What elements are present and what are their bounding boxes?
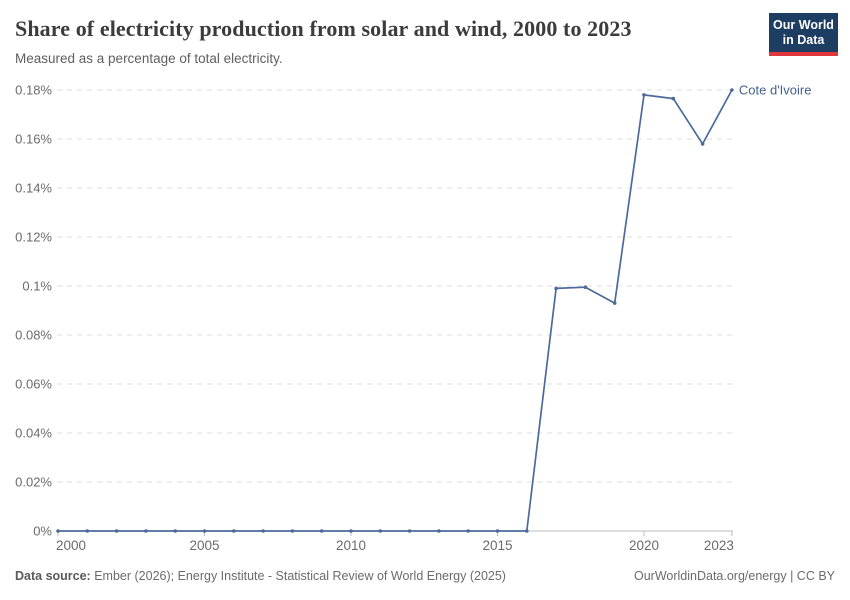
y-tick-label: 0.18% xyxy=(15,83,52,98)
data-point xyxy=(173,529,177,533)
data-line xyxy=(58,89,733,532)
y-tick-label: 0.14% xyxy=(15,181,52,196)
y-tick-label: 0.16% xyxy=(15,132,52,147)
chart-subtitle: Measured as a percentage of total electr… xyxy=(15,51,283,66)
owid-url-link[interactable]: OurWorldinData.org/energy | CC BY xyxy=(633,569,835,583)
y-tick-label: 0.04% xyxy=(15,426,52,441)
data-point xyxy=(114,529,119,533)
data-point xyxy=(583,285,588,289)
data-point xyxy=(525,529,529,533)
data-point xyxy=(349,529,353,533)
chart-title: Share of electricity production from sol… xyxy=(15,16,632,41)
data-point xyxy=(202,529,207,533)
data-point xyxy=(730,88,734,92)
y-tick-label: 0.02% xyxy=(15,475,52,490)
owid-logo-line2: in Data xyxy=(782,32,825,47)
data-source-note: Data source: Ember (2026); Energy Instit… xyxy=(15,569,506,583)
x-tick-label: 2015 xyxy=(482,538,512,553)
chart-area: 0% 0.02% 0.04% 0.06% 0.08% 0.1% 0.12% 0.14% 0.16… xyxy=(0,70,850,570)
data-point xyxy=(290,529,295,533)
owid-logo-red-bar xyxy=(769,51,838,56)
data-source-label: Data source: xyxy=(15,569,91,583)
owid-logo-box: Our World in Data xyxy=(769,13,838,52)
data-point xyxy=(144,529,148,533)
chart-svg: 0% 0.02% 0.04% 0.06% 0.08% 0.1% 0.12% 0.14% 0.16… xyxy=(15,83,812,554)
owid-logo-line1: Our World xyxy=(773,18,834,32)
data-point xyxy=(378,529,383,533)
x-tick-label: 2023 xyxy=(704,538,734,553)
y-tick-label: 0.1% xyxy=(22,279,52,294)
data-point xyxy=(612,301,617,305)
data-point xyxy=(407,529,412,533)
data-point xyxy=(85,529,90,533)
data-source-text: Ember (2026); Energy Institute - Statist… xyxy=(94,569,506,583)
series-label: Cote d'Ivoire xyxy=(739,83,812,98)
data-point xyxy=(232,529,236,533)
y-tick-label: 0% xyxy=(33,524,52,539)
data-point xyxy=(466,529,471,533)
data-point xyxy=(495,529,500,533)
y-tick-label: 0.06% xyxy=(15,377,52,392)
y-tick-label: 0.08% xyxy=(15,328,52,343)
data-point xyxy=(437,529,441,533)
data-point xyxy=(56,529,60,533)
data-point xyxy=(700,142,705,146)
data-point xyxy=(642,93,646,97)
x-tick-label: 2020 xyxy=(629,538,659,553)
x-tick-label: 2010 xyxy=(336,538,366,553)
chart-footer: Data source: Ember (2026); Energy Instit… xyxy=(15,569,835,583)
data-point xyxy=(319,529,324,533)
data-point xyxy=(554,286,558,291)
x-tick-label: 2000 xyxy=(56,538,86,553)
data-point xyxy=(261,529,265,533)
y-tick-label: 0.12% xyxy=(15,230,52,245)
x-tick-label: 2005 xyxy=(189,538,219,553)
data-point xyxy=(671,96,676,101)
owid-logo[interactable]: Our World in Data xyxy=(769,13,838,56)
